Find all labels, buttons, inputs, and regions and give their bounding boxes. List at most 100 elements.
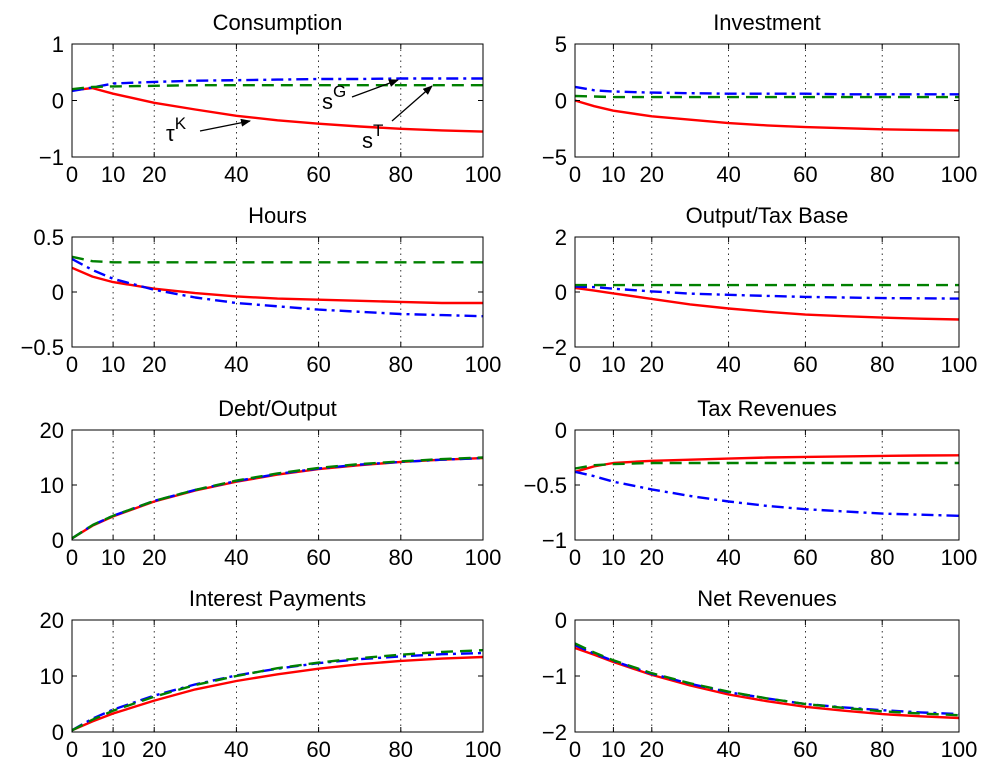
x-tick-label: 20: [142, 545, 166, 570]
x-tick-label: 100: [465, 352, 502, 377]
x-tick-label: 0: [569, 737, 581, 762]
y-tick-label: 20: [40, 418, 64, 443]
x-tick-label: 60: [306, 162, 330, 187]
y-tick-label: 0: [555, 280, 567, 305]
x-tick-label: 100: [941, 162, 978, 187]
x-tick-label: 80: [389, 545, 413, 570]
y-tick-label: 0: [555, 608, 567, 633]
axes-box: [574, 236, 960, 348]
x-tick-label: 80: [870, 737, 894, 762]
y-tick-label: 0: [555, 418, 567, 443]
y-tick-label: 0: [52, 89, 64, 114]
x-tick-label: 80: [870, 545, 894, 570]
series-line-sG: [71, 257, 484, 318]
y-tick-label: 0: [555, 89, 567, 114]
panel-net-revenues: 0 10 20 40 60 80 100 −2 −1 0 Net Revenues: [542, 586, 977, 762]
x-tick-label: 40: [716, 352, 740, 377]
panel-tax-revenues: 0 10 20 40 60 80 100 −1 −0.5 0 Tax Revenues: [524, 396, 978, 570]
x-tick-label: 60: [306, 545, 330, 570]
x-tick-label: 0: [569, 545, 581, 570]
x-tick-label: 20: [640, 352, 664, 377]
series-line-sT: [574, 94, 959, 99]
x-tick-label: 100: [941, 737, 978, 762]
series-line-sT: [71, 649, 484, 732]
panel-interest-payments: 0 10 20 40 60 80 100 0 10 20 Interest Payments: [40, 586, 502, 762]
series-line-sG: [71, 651, 484, 732]
panel-title-consumption: Consumption: [213, 10, 343, 35]
x-tick-label: 60: [306, 737, 330, 762]
x-tick-label: 40: [716, 162, 740, 187]
x-tick-label: 20: [142, 737, 166, 762]
series-line-sG: [574, 285, 960, 300]
annotation-tauK-arrow: [199, 118, 251, 132]
y-tick-label: −0.5: [524, 473, 567, 498]
x-tick-label: 0: [66, 352, 78, 377]
x-tick-label: 10: [601, 162, 625, 187]
x-tick-label: 60: [793, 352, 817, 377]
x-tick-label: 20: [142, 352, 166, 377]
x-tick-label: 40: [224, 352, 248, 377]
series-line-tauK: [71, 456, 484, 540]
x-tick-label: 0: [66, 162, 78, 187]
y-tick-label: 1: [52, 32, 64, 57]
series-line-tauK: [71, 655, 484, 732]
y-tick-label: −2: [542, 335, 567, 360]
series-line-sG: [71, 456, 484, 540]
panel-title-net-revenues: Net Revenues: [697, 586, 836, 611]
x-tick-label: 80: [389, 352, 413, 377]
x-tick-label: 60: [793, 545, 817, 570]
y-tick-label: −0.5: [21, 335, 64, 360]
x-tick-label: 10: [101, 162, 125, 187]
y-tick-label: −5: [542, 145, 567, 170]
axes-box: [71, 236, 484, 348]
series-line-tauK: [574, 286, 960, 321]
series-line-sG: [71, 77, 483, 93]
x-tick-label: 60: [793, 737, 817, 762]
panel-title-debt-output: Debt/Output: [218, 396, 337, 421]
series-line-sG: [574, 470, 960, 517]
y-tick-label: −2: [542, 720, 567, 745]
y-tick-label: −1: [39, 145, 64, 170]
series-line-tauK: [574, 646, 960, 720]
x-tick-label: 10: [101, 545, 125, 570]
y-tick-label: 0: [52, 720, 64, 745]
x-tick-label: 100: [465, 545, 502, 570]
x-tick-label: 100: [465, 737, 502, 762]
series-line-sG: [574, 644, 960, 716]
y-tick-label: 10: [40, 473, 64, 498]
x-tick-label: 10: [601, 545, 625, 570]
x-tick-label: 10: [101, 352, 125, 377]
series-line-sT: [574, 461, 959, 470]
y-tick-label: −1: [542, 664, 567, 689]
annotation-sT-arrow: [391, 85, 433, 122]
panel-title-investment: Investment: [713, 10, 821, 35]
annotation-sT: sT: [362, 121, 383, 153]
annotation-sG: sG: [322, 82, 346, 114]
x-tick-label: 20: [640, 545, 664, 570]
series-line-sT: [71, 255, 483, 264]
x-tick-label: 0: [66, 737, 78, 762]
series-line-tauK: [71, 86, 484, 133]
x-tick-label: 20: [142, 162, 166, 187]
series-line-tauK: [574, 99, 960, 132]
panel-title-output-tax-base: Output/Tax Base: [686, 203, 849, 228]
series-line-sT: [71, 83, 483, 91]
series-line-sG: [574, 85, 959, 96]
x-tick-label: 0: [66, 545, 78, 570]
x-tick-label: 100: [941, 545, 978, 570]
y-tick-label: 5: [555, 32, 567, 57]
series-line-tauK: [574, 454, 960, 473]
y-tick-label: 2: [555, 225, 567, 250]
x-tick-label: 20: [640, 737, 664, 762]
series-line-sT: [574, 642, 960, 717]
x-tick-label: 60: [793, 162, 817, 187]
annotation-tauK: τK: [166, 114, 187, 146]
axes-box: [574, 43, 960, 158]
axes-box: [71, 619, 484, 733]
annotation-sG-arrow: [351, 79, 399, 98]
panel-title-tax-revenues: Tax Revenues: [697, 396, 836, 421]
